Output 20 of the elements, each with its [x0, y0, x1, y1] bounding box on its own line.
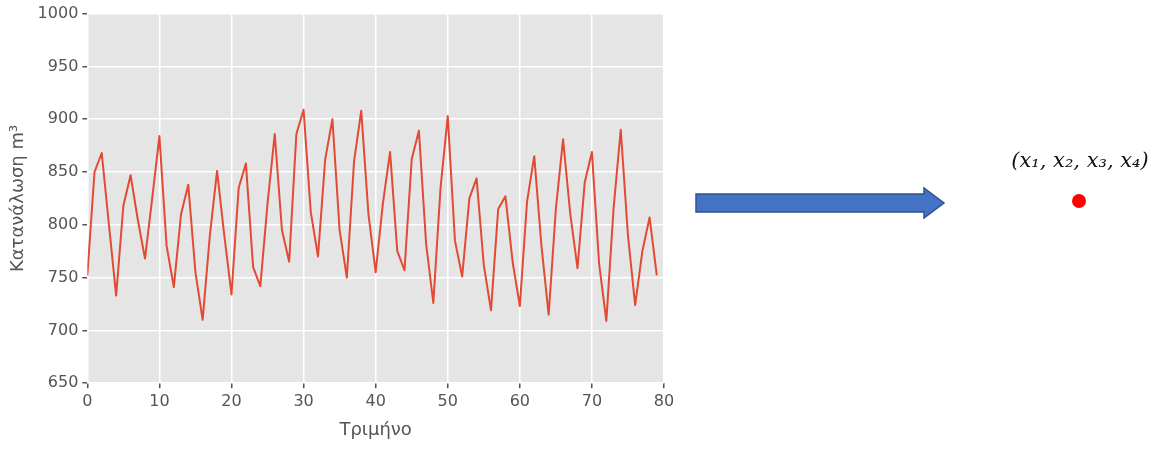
y-axis-title: Κατανάλωση m³ [6, 124, 28, 273]
x-tick-label: 30 [293, 390, 314, 410]
y-tick-label: 1000 [37, 2, 79, 22]
y-tick-label: 850 [47, 161, 79, 181]
x-tick-label: 80 [653, 390, 675, 410]
x-tick-label: 50 [437, 390, 458, 410]
x-axis-title: Τριμήνο [338, 417, 412, 439]
x-tick-label: 70 [581, 390, 603, 410]
y-tick-label: 650 [47, 372, 79, 392]
x-tick-label: 20 [221, 390, 242, 410]
x-tick-label: 10 [149, 390, 170, 410]
y-tick-label: 800 [47, 213, 79, 233]
y-tick-label: 750 [47, 266, 79, 286]
y-tick-label: 900 [47, 108, 79, 128]
x-tick-label: 40 [365, 390, 386, 410]
text: (x₁, x₂, x₃, x₄) [1010, 148, 1150, 172]
x-tick-label: 0 [82, 390, 93, 410]
y-tick-label: 700 [47, 319, 79, 339]
y-tick-label: 950 [47, 55, 79, 75]
x-tick-label: 60 [509, 390, 531, 410]
